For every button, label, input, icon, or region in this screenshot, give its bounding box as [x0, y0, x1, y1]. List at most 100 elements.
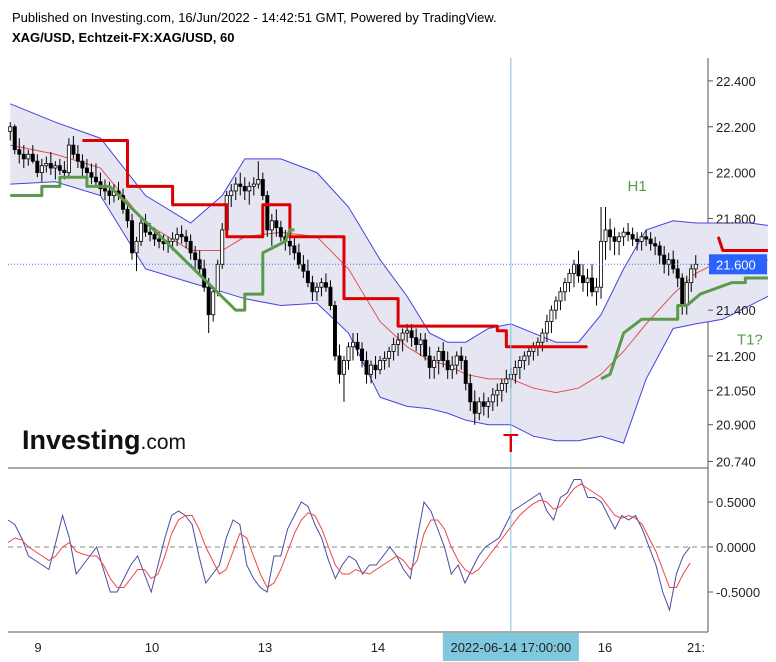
candle-body	[296, 252, 301, 265]
osc-tick-label: 0.0000	[716, 540, 756, 555]
candle-body	[680, 277, 685, 306]
candle-body	[220, 229, 225, 265]
candle-body	[314, 286, 319, 293]
candle-body	[396, 339, 401, 345]
candle-body	[21, 153, 26, 160]
candle-body	[342, 360, 346, 375]
candle-body	[215, 263, 220, 293]
price-tick-label: 21.050	[716, 383, 756, 398]
osc-tick-label: 0.5000	[716, 495, 756, 510]
bollinger-lower	[10, 181, 769, 444]
candle-body	[639, 236, 644, 242]
annotation-label: T	[503, 428, 519, 458]
candle-body	[553, 300, 558, 311]
candle-body	[414, 337, 419, 345]
logo-investing: Investing	[22, 425, 141, 455]
current-price-badge	[709, 254, 767, 275]
candle-body	[265, 195, 270, 231]
candle-body	[337, 355, 342, 375]
candle-body	[630, 234, 635, 240]
time-tick-label: 9	[34, 640, 41, 655]
candle-body	[57, 165, 62, 171]
candle-body	[544, 321, 549, 334]
candle-body	[540, 332, 545, 343]
candle-body	[382, 357, 387, 361]
candle-body	[391, 344, 396, 352]
candle-body	[287, 240, 292, 247]
candle-body	[594, 286, 599, 293]
candle-body	[238, 183, 243, 187]
candle-body	[477, 401, 482, 414]
candle-body	[48, 163, 53, 169]
candle-body	[432, 360, 437, 368]
candle-body	[26, 153, 31, 160]
candle-body	[373, 364, 378, 371]
logo-dotcom: .com	[141, 431, 187, 454]
candle-body	[648, 238, 653, 245]
candle-body	[693, 263, 698, 270]
price-axis: 22.400 22.200 22.000 21.800 21.600 21.400 21.2…	[708, 74, 767, 600]
candle-body	[562, 282, 567, 293]
candle-body	[567, 273, 572, 284]
candle-body	[17, 149, 22, 155]
price-tick-label: 21.800	[716, 211, 756, 226]
red-step-line	[82, 139, 588, 349]
step-lines	[10, 139, 768, 381]
candle-body	[405, 330, 410, 334]
candle-body	[157, 238, 162, 242]
candle-body	[495, 389, 500, 396]
candle-body	[621, 231, 626, 238]
price-tick-label: 22.000	[716, 166, 756, 181]
candle-body	[657, 245, 662, 256]
red-step-line-end	[716, 236, 768, 253]
price-tick-label: 22.200	[716, 120, 756, 135]
candle-body	[499, 383, 504, 391]
candle-body	[242, 185, 247, 192]
candle-body	[44, 163, 49, 167]
candle-body	[369, 364, 374, 375]
candle-body	[184, 236, 189, 242]
candle-body	[463, 360, 468, 384]
candle-body	[684, 282, 689, 306]
candle-body	[8, 126, 13, 132]
candle-body	[193, 252, 198, 261]
time-tick-label: 13	[258, 640, 272, 655]
candle-body	[179, 234, 184, 238]
candle-body	[576, 263, 581, 277]
candle-body	[310, 282, 315, 293]
candle-body	[35, 160, 40, 174]
candle-body	[472, 401, 477, 414]
candle-body	[89, 172, 94, 178]
candle-body	[170, 238, 175, 242]
candle-body	[292, 245, 297, 254]
candle-body	[585, 277, 590, 284]
candle-body	[274, 220, 279, 229]
candle-body	[125, 208, 130, 222]
candle-body	[351, 341, 355, 348]
candle-body	[572, 263, 576, 274]
investing-logo: Investing.com	[22, 425, 186, 455]
publish-info: Published on Investing.com, 16/Jun/2022 …	[12, 10, 497, 25]
candle-body	[93, 176, 98, 183]
annotation-label: H1	[628, 178, 647, 195]
candle-body	[30, 153, 35, 162]
candle-body	[75, 153, 80, 162]
candle-body	[256, 179, 261, 185]
candle-body	[80, 160, 85, 169]
bollinger-upper	[10, 103, 768, 343]
candle-body	[360, 348, 364, 361]
candle-body	[513, 367, 518, 375]
candle-body	[269, 220, 274, 231]
candle-body	[39, 165, 44, 174]
candle-body	[590, 277, 594, 293]
candle-body	[323, 282, 328, 288]
osc-blue-line	[7, 479, 691, 612]
candle-body	[468, 383, 473, 403]
candle-body	[278, 227, 283, 238]
candle-body	[450, 364, 455, 371]
candle-body	[260, 179, 265, 196]
candle-body	[427, 355, 432, 368]
bollinger-fill	[10, 103, 768, 444]
candle-body	[107, 190, 112, 196]
